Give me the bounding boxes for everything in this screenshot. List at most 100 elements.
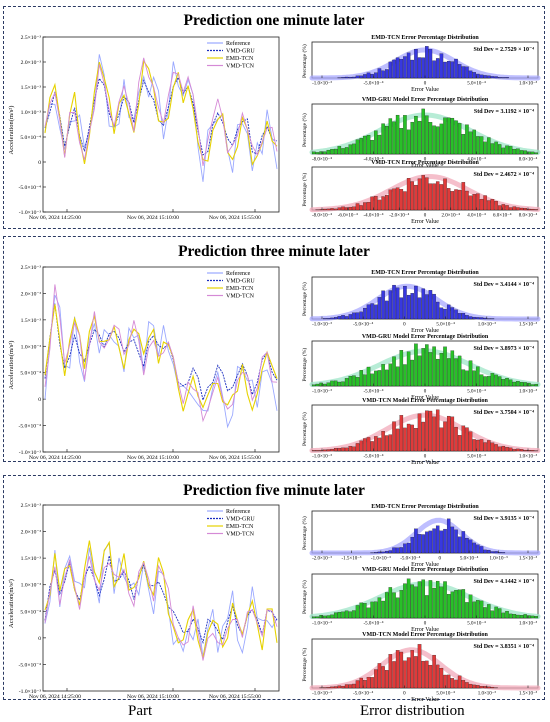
histogram-bar [512,449,517,452]
histogram-bar [355,312,360,320]
histogram-bar [468,70,473,79]
x-tick-label: -1.0×10⁻³ [371,556,391,562]
histogram-bar [435,525,440,554]
histogram-bar [454,590,458,619]
histogram-bar [395,287,400,320]
histogram-bar [352,312,356,320]
histogram-bar [337,316,342,320]
histogram-bar [508,447,513,452]
panel-title: Prediction one minute later [183,12,365,29]
histogram-bar [414,586,418,619]
histogram-bar [450,416,455,452]
histogram-bar [333,148,338,155]
histogram-bar [421,421,425,452]
legend-label: Reference [226,508,251,515]
histogram-bar [472,439,476,452]
x-tick-label: 5.0×10⁻⁴ [467,389,486,395]
y-axis-label: Percentage (%) [301,516,308,550]
x-tick-label: 5.0×10⁻⁴ [460,556,479,562]
histogram-bar [527,615,531,619]
histogram-bar [432,346,436,387]
histogram-bar [439,667,444,689]
histogram-bar [505,377,509,387]
histogram-bar [450,61,455,79]
histogram-bar [435,126,440,155]
histogram-bar [322,615,327,619]
histogram-bar [377,597,382,619]
histogram-bar [417,644,422,689]
histogram-bar [359,205,363,211]
y-tick-label: 0 [38,636,41,642]
histogram-bar [439,123,444,155]
histogram-bar [457,355,462,387]
histogram-bar [508,379,513,387]
histogram-bar [505,447,509,452]
histogram-bar [425,294,429,320]
histogram-bar [344,147,349,155]
histogram-bar [322,383,327,387]
histogram-bar [403,191,407,211]
histogram-title: EMD-TCN Error Percentage Distribution [371,35,479,41]
histogram-bar [333,448,338,452]
histogram-bar [501,552,506,554]
histogram-bar [479,374,484,387]
histogram-bar [497,77,502,79]
histogram-bar [337,146,342,155]
histogram-bar [388,118,393,155]
x-tick-label: Nov 06, 2024 15:10:00 [127,694,179,700]
histogram-bar [465,682,469,689]
histogram-bar [443,528,447,554]
histogram-bar [359,440,363,452]
histogram-bar [457,313,462,320]
y-axis-label: Percentage (%) [301,348,308,382]
histogram-bar [519,449,524,452]
y-axis-label: Percentage (%) [301,282,308,316]
histogram-bar [512,206,517,211]
histogram-bar [330,614,334,619]
histogram-bar [432,183,436,211]
histogram-bar [352,683,356,689]
histogram-bar [352,143,356,155]
x-tick-label: Nov 06, 2024 15:10:00 [127,455,179,461]
histogram-bar [490,76,495,79]
histogram-bar [432,416,436,452]
histogram-bar [425,115,429,155]
histogram-bar [381,290,385,320]
histogram-frame [311,276,539,320]
histogram-bar [395,597,400,619]
std-dev-label: Std Dev = 4.1442 × 10⁻⁴ [474,579,535,585]
histogram-bar [399,350,404,387]
histogram-bar [461,369,466,387]
histogram-bar [476,685,480,689]
histogram-bar [487,318,491,320]
histogram-bar [508,613,513,619]
histogram-bar [363,603,367,619]
histogram-bar [417,355,422,387]
series-line-vmd_gru [44,555,278,645]
histogram-bar [355,443,360,452]
histogram-bar [374,130,378,155]
series-line-emd_tcn [44,59,278,166]
histogram-bar [322,208,327,211]
histogram-bar [403,285,407,320]
histogram-bar [443,117,447,155]
x-tick-label: 0 [438,557,441,562]
histogram-bar [352,610,356,619]
histogram-bar [381,123,385,155]
histogram-bar [483,686,487,689]
histogram-bar [446,304,451,320]
histogram-bar [435,181,440,211]
histogram-bar [384,670,389,689]
x-axis-label: Error Value [411,562,439,568]
histogram-bar [490,143,495,155]
kde-curve [309,517,541,556]
histogram-bar [341,315,345,320]
histogram-bar [454,120,458,155]
histogram-bar [392,356,396,387]
histogram-bar [355,75,360,79]
histogram-bar [406,294,411,320]
x-tick-label: 0 [424,622,427,627]
histogram-bar [425,344,429,387]
std-dev-label: Std Dev = 3.8973 × 10⁻⁴ [474,346,535,352]
histogram-bar [465,66,469,79]
